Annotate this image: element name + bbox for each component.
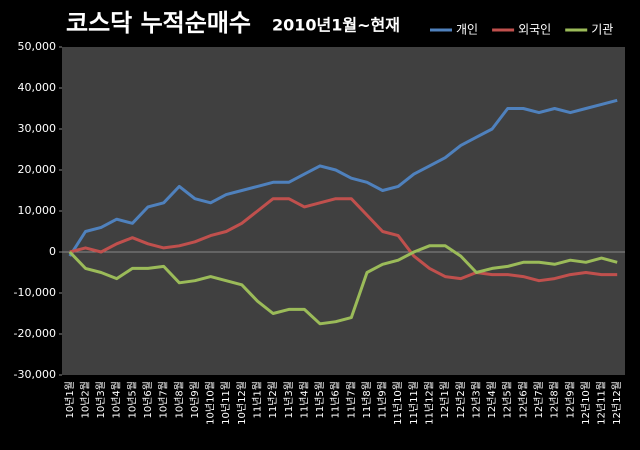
x-tick-label: 12년6월	[517, 381, 529, 419]
x-tick-label: 12년4월	[486, 381, 498, 419]
x-tick-label: 11년9월	[377, 381, 389, 419]
x-tick-label: 12년8월	[549, 381, 561, 419]
x-tick-label: 11년11월	[408, 381, 420, 425]
legend-label: 개인	[456, 23, 478, 37]
y-tick-label: 20,000	[18, 163, 57, 176]
x-tick-label: 10년6월	[142, 381, 154, 419]
x-tick-label: 12년10월	[580, 381, 592, 425]
y-tick-label: 50,000	[18, 40, 57, 53]
x-tick-label: 12년5월	[502, 381, 514, 419]
x-tick-label: 12년3월	[470, 381, 482, 419]
y-tick-label: -20,000	[14, 327, 56, 340]
x-tick-label: 10년11월	[220, 381, 232, 425]
x-tick-label: 11년12월	[424, 381, 436, 425]
x-tick-label: 12년11월	[596, 381, 608, 425]
y-tick-label: -30,000	[14, 368, 56, 381]
y-tick-label: -10,000	[14, 286, 56, 299]
x-tick-label: 12년12월	[611, 381, 623, 425]
legend-label: 기관	[591, 23, 613, 37]
x-tick-label: 11년2월	[267, 381, 279, 419]
chart-subtitle: 2010년1월~현재	[272, 16, 400, 35]
x-tick-label: 11년3월	[283, 381, 295, 419]
x-tick-label: 10년10월	[205, 381, 217, 425]
x-tick-label: 10년4월	[111, 381, 123, 419]
x-tick-label: 11년8월	[361, 381, 373, 419]
x-tick-label: 11년7월	[345, 381, 357, 419]
x-tick-label: 10년3월	[95, 381, 107, 419]
x-tick-label: 11년10월	[392, 381, 404, 425]
x-tick-label: 11년1월	[251, 381, 263, 419]
x-tick-label: 12년7월	[533, 381, 545, 419]
x-tick-label: 10년12월	[236, 381, 248, 425]
series-line	[68, 244, 618, 326]
x-tick-label: 10년7월	[158, 381, 170, 419]
y-tick-label: 40,000	[18, 81, 57, 94]
x-tick-label: 10년9월	[189, 381, 201, 419]
series-line	[68, 98, 618, 257]
x-tick-label: 11년5월	[314, 381, 326, 419]
x-tick-label: 12년1월	[439, 381, 451, 419]
x-tick-label: 10년8월	[173, 381, 185, 419]
x-tick-label: 10년5월	[126, 381, 138, 419]
y-tick-label: 10,000	[18, 204, 57, 217]
plot-area	[62, 47, 625, 375]
x-tick-label: 10년1월	[64, 381, 76, 419]
x-tick-label: 11년6월	[330, 381, 342, 419]
x-tick-label: 12년2월	[455, 381, 467, 419]
legend-label: 외국인	[518, 23, 551, 37]
chart-title: 코스닥 누적순매수	[66, 9, 251, 37]
x-tick-label: 11년4월	[298, 381, 310, 419]
y-tick-label: 30,000	[18, 122, 57, 135]
x-tick-label: 10년2월	[79, 381, 91, 419]
y-tick-label: 0	[49, 245, 56, 258]
series-line	[69, 197, 618, 283]
x-tick-label: 12년9월	[564, 381, 576, 419]
